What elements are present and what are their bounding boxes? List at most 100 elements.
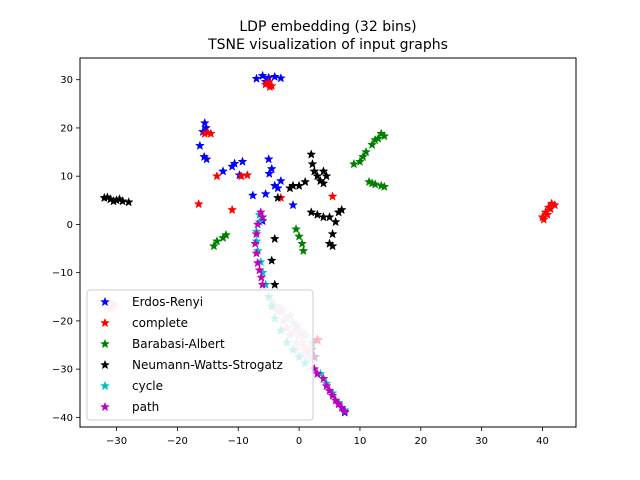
series-2-point-3 [367,139,378,150]
series-3-point-19 [318,166,329,176]
series-3-point-29 [327,240,338,251]
series-0-point-21 [272,183,283,193]
series-5-point-14 [324,385,335,396]
legend-marker-2 [100,338,110,349]
legend-marker-0 [100,296,110,307]
series-2-point-8 [358,151,368,162]
series-2 [208,128,390,256]
y-tick-label-4: 0 [67,220,73,231]
legend-box [86,289,314,421]
series-2-point-15 [211,236,222,246]
y-tick-label-7: 30 [60,75,73,86]
x-tick-label-6: 30 [475,436,488,447]
data-points-layer [99,70,560,417]
legend-label-5: path [132,400,159,414]
series-3-point-27 [327,228,338,239]
series-5-point-19 [339,406,350,416]
series-3-point-4 [123,197,134,207]
series-2-point-13 [367,178,378,188]
series-3-point-18 [321,170,332,181]
series-3-point-26 [330,216,341,227]
x-tick-label-1: −20 [167,436,188,447]
series-1-point-3 [264,81,275,92]
series-2-point-7 [376,128,387,138]
series-0 [194,70,350,417]
legend-marker-4 [100,380,110,391]
x-tick-label-4: 10 [354,436,367,447]
series-5-point-6 [252,257,263,268]
series-1-point-7 [211,170,222,181]
series-5-point-5 [251,248,262,258]
series-0-point-19 [264,168,275,178]
series-5-point-1 [257,211,268,222]
series-0-point-22 [275,175,286,186]
series-2-point-17 [221,229,232,240]
series-5-point-11 [312,368,323,379]
series-0-point-25 [288,199,298,210]
series-5-point-2 [252,219,263,229]
y-tick-label-0: −40 [52,413,73,424]
series-3-point-21 [312,209,323,219]
series-2-point-6 [370,134,381,145]
y-tick-label-1: −30 [52,365,73,376]
series-2-point-18 [291,224,302,234]
y-axis: −40 −30 −20 −10 0 10 20 30 [52,75,80,424]
series-1-point-19 [538,214,549,224]
series-5-point-16 [330,395,341,405]
series-1-point-6 [205,128,216,138]
series-3-point-23 [324,211,335,222]
series-5-point-7 [254,265,265,275]
series-3-point-14 [300,176,311,187]
series-3 [99,149,347,289]
series-0-point-9 [194,140,205,151]
y-tick-label-5: 10 [60,172,73,183]
chart-subtitle: TSNE visualization of input graphs [207,37,448,53]
series-3-point-11 [312,170,323,181]
series-0-point-15 [237,156,248,166]
series-0-point-24 [247,190,258,200]
series-5-point-4 [250,238,261,248]
series-0-point-6 [199,117,210,128]
series-3-point-30 [272,192,283,203]
series-2-point-20 [297,238,308,248]
legend-label-0: Erdos-Renyi [132,295,203,309]
series-1-point-11 [227,204,238,215]
series-5 [250,207,350,416]
series-3-point-8 [306,149,317,159]
series-3-point-32 [266,255,277,265]
plot-area-frame [79,57,577,428]
series-3-point-10 [309,166,320,176]
series-2-point-12 [379,181,390,192]
series-0-point-7 [201,122,211,133]
series-5-point-15 [327,390,338,400]
legend-label-2: Barabasi-Albert [132,337,225,351]
series-0-point-23 [260,188,271,199]
series-3-point-6 [108,196,119,206]
legend-marker-5 [100,401,110,412]
series-3-point-17 [284,183,295,193]
series-1-point-21 [545,203,556,214]
series-1-point-20 [542,209,553,219]
series-0-point-18 [266,163,277,174]
series-1-point-18 [549,199,560,210]
series-5-point-13 [321,380,332,391]
series-0-point-3 [269,71,280,82]
series-5-point-0 [255,207,266,217]
y-tick-label-3: −10 [52,268,73,279]
x-axis: −30 −20 −10 0 10 20 30 40 [106,427,549,447]
x-tick-label-7: 40 [536,436,549,447]
series-3-point-7 [114,194,125,204]
x-tick-label-0: −30 [106,436,127,447]
x-tick-label-5: 20 [414,436,427,447]
series-3-point-13 [318,178,329,188]
series-0-point-1 [257,70,268,81]
legend-label-4: cycle [132,379,163,393]
series-5-point-9 [257,279,268,289]
series-3-point-33 [269,279,280,289]
series-0-point-0 [251,73,262,83]
x-tick-label-3: 0 [296,436,302,447]
legend-marker-3 [100,359,110,370]
series-2-point-19 [294,231,305,241]
series-3-point-25 [336,204,347,215]
series-5-point-12 [318,373,329,383]
